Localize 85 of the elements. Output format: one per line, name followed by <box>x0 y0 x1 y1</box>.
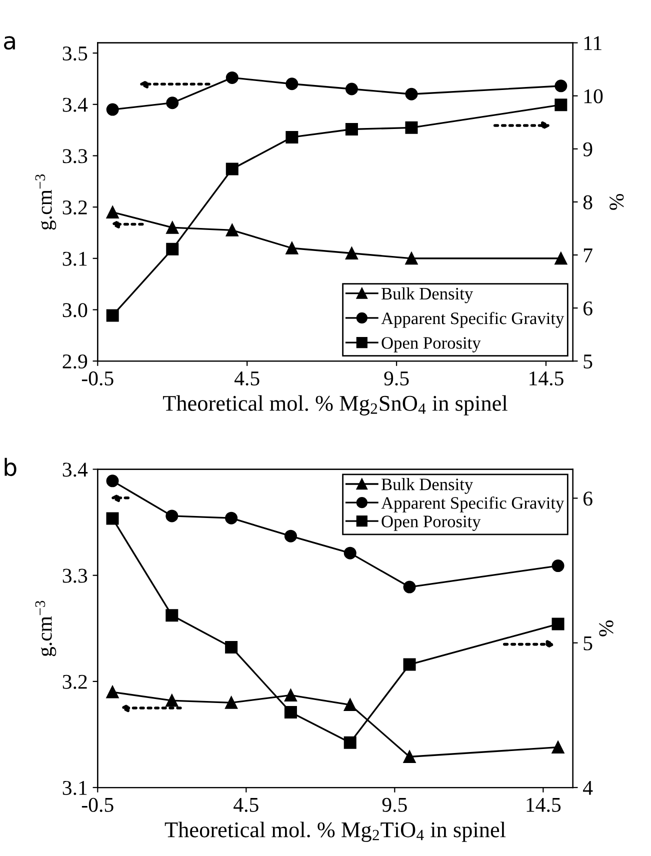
point <box>225 696 238 709</box>
y2-tick-label: 10 <box>584 89 603 104</box>
point <box>403 658 416 671</box>
point <box>286 130 298 144</box>
y-tick-label: 3.5 <box>62 46 88 61</box>
y-tick-label: 3.1 <box>62 780 87 796</box>
point <box>166 510 178 522</box>
chart-title: b <box>4 458 16 476</box>
y2-tick-label: 11 <box>584 36 602 50</box>
point <box>106 206 119 218</box>
x-tick-label: -0.5 <box>82 798 114 812</box>
point <box>284 530 297 542</box>
point <box>554 80 568 92</box>
point <box>403 750 416 764</box>
legend-label: Bulk Density <box>382 478 474 494</box>
point <box>552 560 564 572</box>
y2-tick-label: 6 <box>583 492 592 506</box>
point <box>405 88 418 100</box>
y-tick-label: 3.2 <box>62 674 87 689</box>
x-tick-label: 14.5 <box>526 798 561 812</box>
point <box>552 740 564 754</box>
point <box>345 82 358 96</box>
y2-axis-title: % <box>610 194 624 210</box>
point <box>345 247 358 260</box>
point <box>554 98 568 112</box>
y-tick-label: 3.3 <box>62 149 88 164</box>
y2-tick-label: 6 <box>583 301 592 316</box>
y-tick-label: 3.3 <box>62 568 88 583</box>
point <box>106 103 119 116</box>
point <box>226 162 238 176</box>
point <box>106 309 119 322</box>
point <box>344 736 356 749</box>
point <box>226 71 238 84</box>
y2-tick-label: 7 <box>584 248 592 262</box>
point <box>106 474 119 488</box>
y-tick-label: 3.4 <box>62 462 88 477</box>
y2-tick-label: 4 <box>583 781 593 795</box>
point <box>106 686 119 698</box>
point <box>166 96 179 110</box>
x-axis-title: Theoretical mol. % Mg$_{2}$TiO$_{4}$ in spinel <box>164 822 506 842</box>
point <box>344 698 356 712</box>
y-tick-label: 3.4 <box>62 98 88 112</box>
x-tick-label: 14.5 <box>530 371 564 386</box>
x-tick-label: 9.5 <box>382 798 407 812</box>
x-axis-title: Theoretical mol. % Mg$_{2}$SnO$_{4}$ in spinel <box>163 395 508 416</box>
y2-axis-title: % <box>599 620 614 636</box>
y2-tick-label: 5 <box>584 354 592 368</box>
y-axis-title: g.cm$^{−3}$ <box>35 600 56 656</box>
y-tick-label: 3.2 <box>62 200 87 215</box>
y-tick-label: 2.9 <box>62 354 88 369</box>
y-tick-label: 3.0 <box>62 303 88 318</box>
point <box>345 123 358 136</box>
legend-label: Open Porosity <box>382 516 481 531</box>
point <box>286 242 298 254</box>
point <box>225 512 238 524</box>
x-tick-label: -0.5 <box>82 371 114 386</box>
point <box>226 224 238 236</box>
x-tick-label: 4.5 <box>234 372 260 386</box>
point <box>554 252 568 265</box>
point <box>405 252 418 265</box>
y2-tick-label: 8 <box>583 195 592 210</box>
point <box>405 121 418 134</box>
y-tick-label: 3.1 <box>62 252 87 266</box>
legend-label: Bulk Density <box>382 287 474 304</box>
y-axis-title: g.cm$^{−3}$ <box>35 174 56 230</box>
point <box>403 580 416 594</box>
y2-tick-label: 9 <box>583 142 592 156</box>
x-tick-label: 4.5 <box>234 798 258 812</box>
point <box>284 706 297 719</box>
point <box>284 688 297 702</box>
legend-label: Open Porosity <box>382 337 481 352</box>
point <box>166 242 179 256</box>
legend-label: Apparent Specific Gravity <box>381 312 564 328</box>
point <box>225 640 238 654</box>
point <box>106 512 119 525</box>
x-tick-label: 9.5 <box>384 371 409 386</box>
point <box>166 221 179 234</box>
y2-tick-label: 5 <box>584 636 592 650</box>
chart-title: a <box>4 36 15 50</box>
point <box>552 618 564 630</box>
point <box>166 694 178 707</box>
point <box>166 609 178 622</box>
point <box>286 78 298 90</box>
legend-label: Apparent Specific Gravity <box>381 496 564 512</box>
point <box>344 546 356 560</box>
